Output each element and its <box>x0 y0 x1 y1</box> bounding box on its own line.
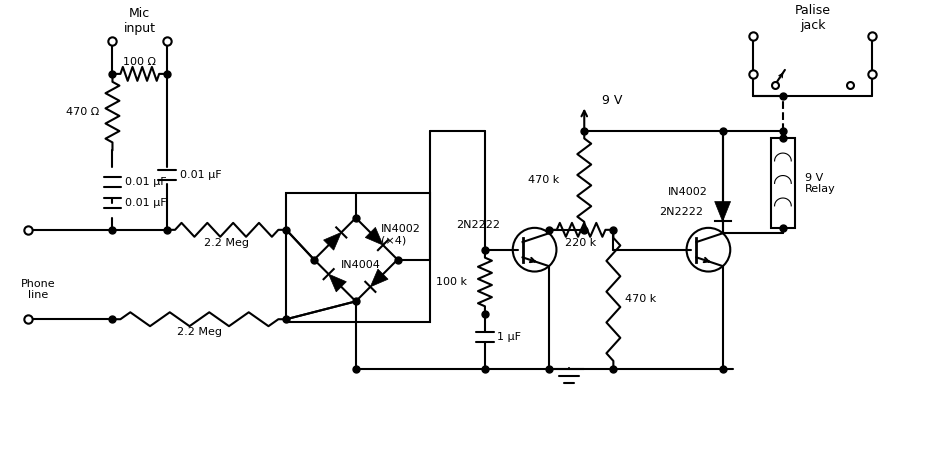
Text: 9 V: 9 V <box>603 94 623 107</box>
Bar <box>771 138 795 228</box>
Text: IN4002: IN4002 <box>668 187 707 197</box>
Polygon shape <box>370 269 388 287</box>
Text: 220 k: 220 k <box>565 238 597 248</box>
Bar <box>287 193 430 322</box>
Text: Phone
line: Phone line <box>21 279 55 300</box>
Text: 0.01 μF: 0.01 μF <box>180 170 222 180</box>
Text: 9 V
Relay: 9 V Relay <box>804 173 836 194</box>
Text: IN4002
(×4): IN4002 (×4) <box>381 224 421 246</box>
Text: 2.2 Meg: 2.2 Meg <box>204 238 249 248</box>
Polygon shape <box>715 202 730 222</box>
Polygon shape <box>366 227 383 245</box>
Text: 470 k: 470 k <box>528 175 560 185</box>
Text: 2.2 Meg: 2.2 Meg <box>177 327 222 337</box>
Text: 100 Ω: 100 Ω <box>124 57 156 67</box>
Polygon shape <box>328 274 347 292</box>
Text: 2N2222: 2N2222 <box>660 207 704 217</box>
Text: 470 Ω: 470 Ω <box>66 107 99 117</box>
Text: Palise
jack: Palise jack <box>795 4 831 32</box>
Text: 2N2222: 2N2222 <box>456 220 500 230</box>
Text: 1 μF: 1 μF <box>497 331 521 341</box>
Text: IN4004: IN4004 <box>341 260 381 270</box>
Text: Mic
input: Mic input <box>124 7 156 35</box>
Text: 470 k: 470 k <box>625 294 657 304</box>
Text: 100 k: 100 k <box>436 277 467 287</box>
Polygon shape <box>324 232 341 250</box>
Text: 0.01 μF: 0.01 μF <box>126 177 167 187</box>
Text: 0.01 μF: 0.01 μF <box>126 198 167 208</box>
